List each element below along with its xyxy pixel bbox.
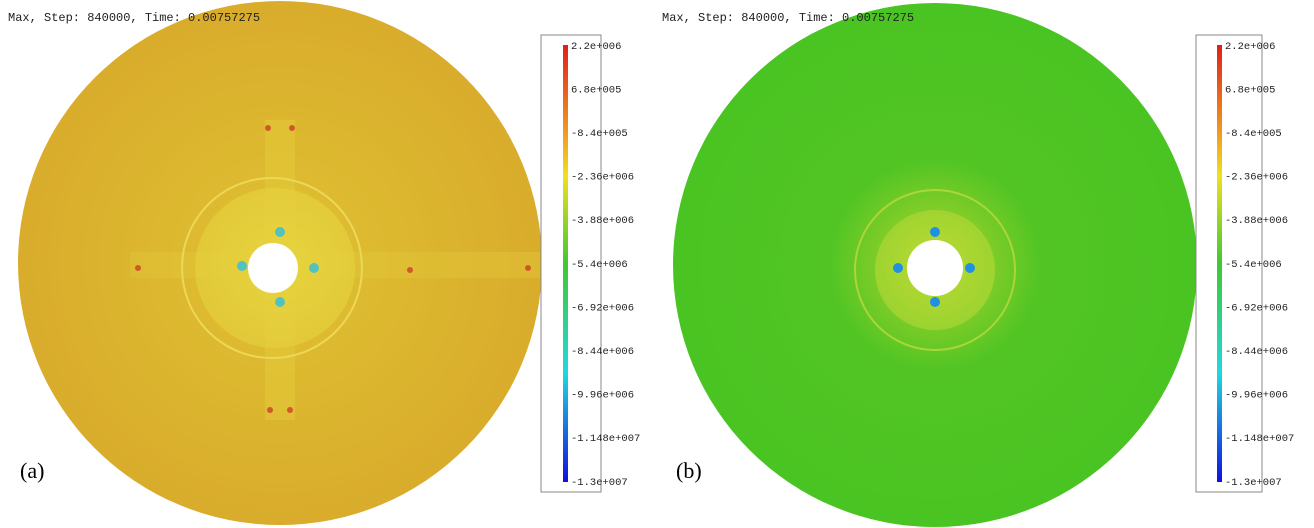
colorbar-label: -6.92e+006 [571,302,634,314]
colorbar-box [540,34,602,493]
colorbar-labels: 2.2e+006 6.8e+005 -8.4e+005 -2.36e+006 -3.88… [571,41,640,489]
colorbar-label: -2.36e+006 [1225,172,1288,184]
colorbar-box [1195,34,1263,493]
colorbar-label: -1.148e+007 [571,433,640,445]
panel-label: (a) [20,458,44,483]
colorbar-label: -9.96e+006 [571,390,634,402]
colorbar-label: 6.8e+005 [1225,84,1275,96]
colorbar-label: 6.8e+005 [571,84,621,96]
colorbar-label: -8.4e+005 [1225,128,1282,140]
colorbar-label: -8.44e+006 [1225,346,1288,358]
colorbar-label: -3.88e+006 [1225,215,1288,227]
colorbar-label: -6.92e+006 [1225,302,1288,314]
colorbar [563,45,568,482]
panel-header: Max, Step: 840000, Time: 0.00757275 [8,11,260,25]
colorbar-label: -1.3e+007 [1225,477,1282,489]
colorbar-label: -2.36e+006 [571,172,634,184]
hole [907,240,963,296]
panel-label: (b) [676,458,702,483]
colorbar-label: 2.2e+006 [571,41,621,53]
colorbar-label: -9.96e+006 [1225,390,1288,402]
colorbar-label: -1.148e+007 [1225,433,1294,445]
panel-b: Max, Step: 840000, Time: 0.00757275 2.2e… [662,3,1294,527]
colorbar-labels: 2.2e+006 6.8e+005 -8.4e+005 -2.36e+006 -3.88… [1225,41,1294,489]
colorbar-label: -8.4e+005 [571,128,628,140]
colorbar-label: 2.2e+006 [1225,41,1275,53]
colorbar-label: -8.44e+006 [571,346,634,358]
colorbar-label: -1.3e+007 [571,477,628,489]
colorbar-label: -5.4e+006 [571,259,628,271]
colorbar-label: -3.88e+006 [571,215,634,227]
hole [248,243,298,293]
panel-header: Max, Step: 840000, Time: 0.00757275 [662,11,914,25]
colorbar [1217,45,1222,482]
colorbar-label: -5.4e+006 [1225,259,1282,271]
panel-a: Max, Step: 840000, Time: 0.00757275 2.2e… [8,1,640,525]
